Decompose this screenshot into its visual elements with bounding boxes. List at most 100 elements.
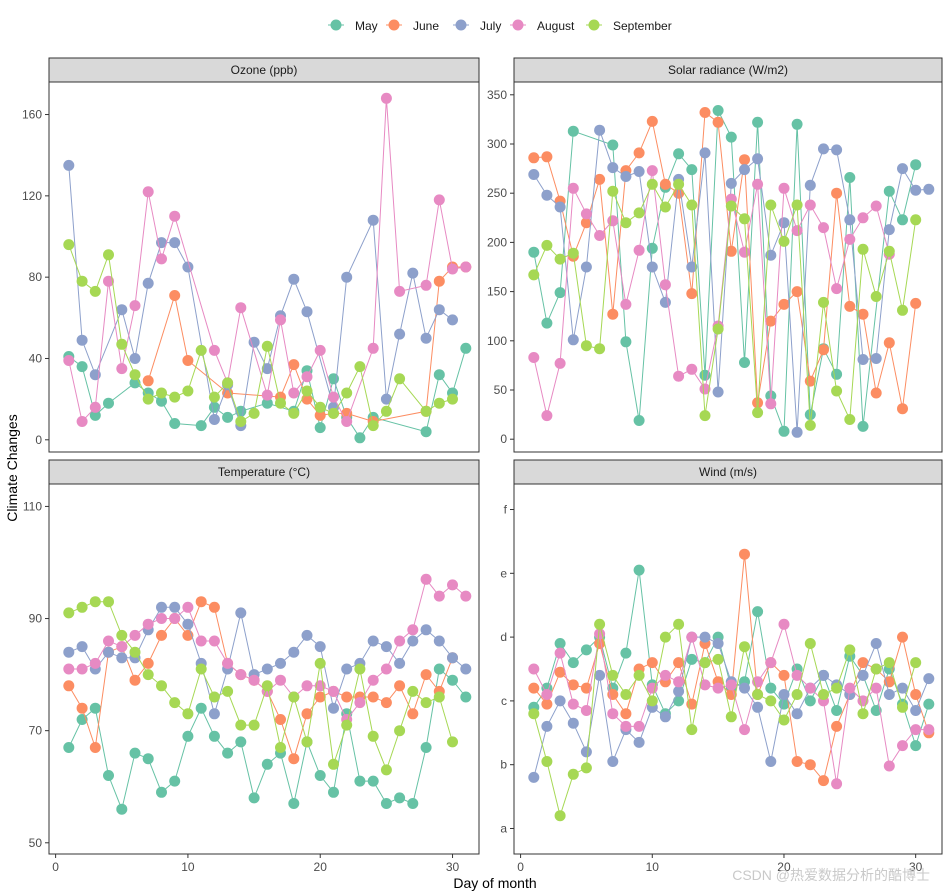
data-point [103, 596, 114, 608]
panel-strip [513, 459, 943, 485]
data-point [554, 638, 566, 649]
data-point [778, 217, 790, 229]
data-point [275, 714, 286, 725]
data-point [169, 391, 181, 403]
data-point [354, 361, 366, 373]
data-point [354, 775, 366, 787]
data-point [169, 601, 181, 613]
data-point [63, 239, 75, 251]
data-point [222, 685, 234, 697]
legend-item-september: September [586, 19, 672, 33]
data-point [103, 275, 114, 287]
data-point [752, 689, 764, 700]
data-point [712, 638, 724, 649]
data-point [804, 682, 816, 694]
data-point [103, 249, 114, 261]
data-point [673, 695, 685, 707]
data-point [433, 194, 445, 206]
legend-key-marker [388, 19, 400, 31]
data-point [673, 148, 685, 160]
data-point [857, 243, 869, 255]
data-point [659, 279, 671, 291]
data-point [883, 760, 895, 772]
y-tick-label: 120 [22, 189, 42, 203]
data-point [607, 308, 619, 320]
data-point [923, 183, 935, 195]
data-point [752, 116, 764, 128]
data-point [633, 207, 645, 219]
data-point [910, 724, 922, 736]
data-point [447, 393, 458, 405]
data-point [910, 297, 922, 309]
data-point [420, 624, 432, 636]
data-point [208, 391, 220, 403]
data-point [765, 695, 777, 707]
data-point [394, 635, 406, 647]
data-point [63, 607, 75, 619]
legend-label: June [413, 19, 439, 33]
data-point [208, 401, 220, 413]
data-point [673, 685, 685, 697]
data-point [686, 653, 698, 665]
data-point [791, 689, 803, 700]
data-point [791, 669, 803, 681]
data-point [712, 323, 724, 335]
data-point [407, 708, 419, 720]
data-point [354, 432, 366, 444]
data-point [433, 691, 445, 703]
data-point [367, 775, 379, 787]
data-point [275, 674, 286, 686]
data-point [686, 288, 698, 300]
data-point [275, 314, 286, 326]
data-point [804, 759, 816, 771]
data-point [248, 792, 260, 804]
data-point [778, 298, 790, 310]
data-point [818, 143, 829, 155]
y-tick-label: 0 [35, 433, 42, 447]
data-point [288, 407, 300, 419]
data-point [594, 638, 606, 649]
data-point [804, 419, 816, 431]
data-point [857, 669, 869, 681]
data-point [103, 397, 114, 409]
data-point [528, 682, 540, 694]
data-point [142, 277, 154, 289]
data-point [407, 635, 419, 647]
data-point [89, 409, 101, 421]
data-point [818, 344, 829, 356]
series-july [528, 631, 935, 783]
data-point [844, 682, 856, 694]
y-tick-label: 300 [487, 137, 507, 151]
data-point [857, 657, 869, 669]
data-point [248, 407, 260, 419]
data-point [76, 601, 88, 613]
data-point [857, 354, 869, 365]
data-point [804, 199, 816, 211]
data-point [567, 182, 579, 194]
data-point [261, 340, 273, 352]
series-september [528, 618, 922, 822]
panel-title: Temperature (°C) [218, 465, 310, 479]
x-axis-title: Day of month [453, 875, 536, 891]
data-point [301, 736, 313, 748]
data-point [261, 680, 273, 692]
data-point [420, 279, 432, 291]
data-point [844, 414, 856, 425]
data-point [910, 214, 922, 226]
data-point [222, 377, 234, 389]
data-point [288, 387, 300, 399]
data-point [142, 393, 154, 405]
data-point [142, 657, 154, 669]
x-tick-label: 10 [181, 860, 195, 874]
series-may [63, 663, 472, 815]
data-point [447, 674, 458, 686]
y-tick-label: 80 [29, 270, 43, 284]
data-point [407, 798, 419, 809]
data-point [182, 730, 194, 742]
panel-strip [513, 57, 943, 83]
data-point [554, 201, 566, 213]
data-point [248, 336, 260, 348]
data-point [739, 724, 750, 736]
data-point [752, 701, 764, 713]
data-point [725, 245, 737, 257]
